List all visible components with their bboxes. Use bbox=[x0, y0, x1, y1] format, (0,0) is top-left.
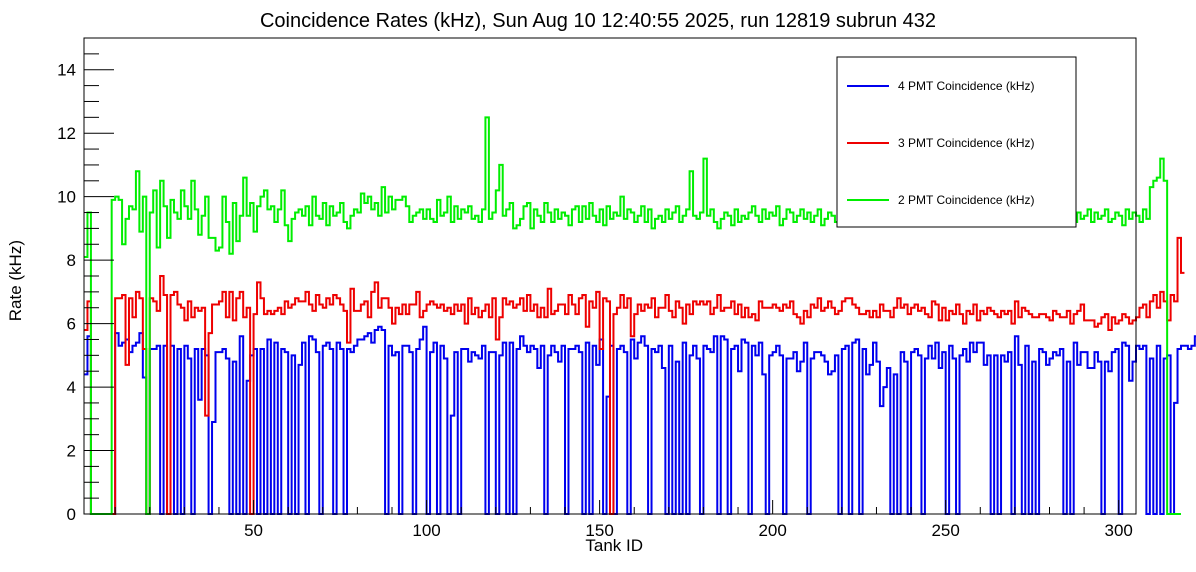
y-tick-label: 6 bbox=[67, 315, 76, 334]
series-3pmt-line bbox=[84, 236, 1185, 515]
x-tick-label: 300 bbox=[1105, 521, 1133, 540]
x-tick-label: 100 bbox=[412, 521, 440, 540]
y-tick-label: 2 bbox=[67, 442, 76, 461]
chart-title: Coincidence Rates (kHz), Sun Aug 10 12:4… bbox=[260, 10, 936, 32]
y-tick-label: 10 bbox=[57, 188, 76, 207]
legend-label-2pmt: 2 PMT Coincidence (kHz) bbox=[898, 193, 1035, 207]
series-4pmt-line bbox=[84, 325, 1196, 515]
x-tick-label: 200 bbox=[758, 521, 786, 540]
y-tick-label: 4 bbox=[67, 378, 76, 397]
x-tick-label: 150 bbox=[585, 521, 613, 540]
y-tick-label: 8 bbox=[67, 251, 76, 270]
legend-label-4pmt: 4 PMT Coincidence (kHz) bbox=[898, 79, 1035, 93]
y-tick-label: 12 bbox=[57, 124, 76, 143]
y-axis-label: Rate (kHz) bbox=[6, 240, 25, 321]
y-tick-label: 14 bbox=[57, 61, 76, 80]
x-tick-label: 50 bbox=[244, 521, 263, 540]
axis-layer: 0 2 4 6 8 10 12 14 50 100 150 200 250 300 bbox=[57, 37, 1133, 540]
legend-label-3pmt: 3 PMT Coincidence (kHz) bbox=[898, 136, 1035, 150]
x-axis-label: Tank ID bbox=[585, 536, 643, 555]
y-tick-label: 0 bbox=[67, 505, 76, 524]
legend: 4 PMT Coincidence (kHz) 3 PMT Coincidenc… bbox=[836, 56, 1077, 228]
x-tick-label: 250 bbox=[931, 521, 959, 540]
